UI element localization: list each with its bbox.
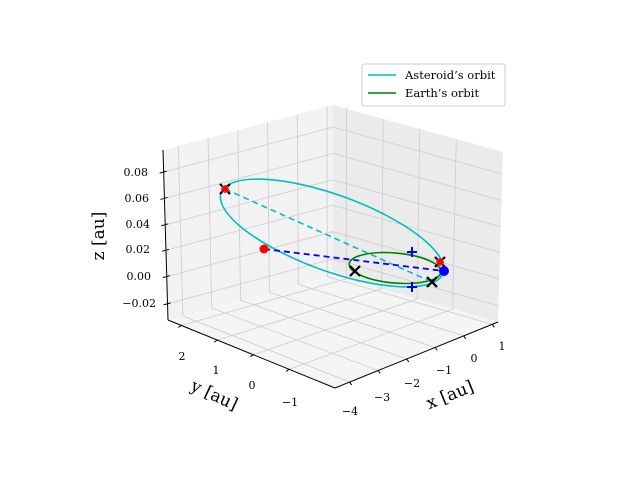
y-tick <box>249 354 254 358</box>
blue-plus-marker <box>407 282 417 292</box>
blue-plus-marker <box>407 247 417 257</box>
x-tick-label: −4 <box>342 405 358 418</box>
asteroid-dashed-line <box>224 188 433 283</box>
z-tick <box>159 170 167 174</box>
tick-marks <box>159 170 495 386</box>
x-tick <box>434 347 438 351</box>
z-gridline <box>167 258 499 307</box>
legend: Asteroid’s orbit Earth’s orbit <box>361 63 506 107</box>
z-gridline <box>163 126 503 175</box>
blue-dot-marker <box>439 266 449 276</box>
z-axis-label: z [au] <box>89 212 109 261</box>
x-tick-label: −2 <box>404 377 420 390</box>
x-tick <box>377 370 381 374</box>
legend-label-asteroid: Asteroid’s orbit <box>404 68 496 82</box>
y-axis-line <box>167 319 336 389</box>
y-gridline <box>253 128 421 356</box>
z-tick-label: 0.02 <box>126 243 151 256</box>
x-tick-label: −3 <box>374 391 390 404</box>
x-axis-label: x [au] <box>424 377 477 414</box>
x-gridline <box>326 106 493 325</box>
z-tick-label: 0.04 <box>126 218 151 231</box>
legend-label-earth: Earth’s orbit <box>405 86 479 100</box>
black-x-marker <box>426 276 438 288</box>
x-tick-label: 0 <box>471 352 478 365</box>
x-gridline <box>207 138 379 371</box>
x-tick-label: 1 <box>499 340 506 353</box>
x-gridline <box>177 145 350 383</box>
z-tick-label: 0.08 <box>124 166 149 179</box>
z-gridline <box>165 204 501 253</box>
x-tick <box>349 381 353 386</box>
z-tick <box>161 223 169 227</box>
red-star-marker <box>221 185 229 193</box>
z-tick-label: −0.02 <box>122 297 156 310</box>
y-tick <box>213 339 218 343</box>
y-gridline <box>217 118 384 341</box>
x-axis-line <box>334 321 499 389</box>
x-tick <box>406 358 410 363</box>
red-dot-marker <box>259 244 269 254</box>
gridlines <box>163 106 503 383</box>
x-gridline <box>237 130 407 360</box>
z-axis-line <box>162 149 169 321</box>
y-tick-label: 2 <box>179 350 186 363</box>
earth-dashed-line <box>263 248 445 272</box>
x-tick <box>491 324 495 328</box>
y-tick <box>178 325 182 328</box>
black-x-marker <box>349 265 361 277</box>
y-tick-label: 0 <box>249 379 256 392</box>
x-tick <box>463 335 467 340</box>
x-gridline <box>296 114 464 337</box>
z-tick <box>161 248 170 252</box>
x-tick-label: −1 <box>436 364 452 377</box>
z-gridline <box>165 179 501 228</box>
z-tick <box>162 275 170 279</box>
y-tick-label: 1 <box>213 364 220 377</box>
y-gridline <box>288 139 457 370</box>
z-gridline <box>166 231 500 280</box>
y-gridline <box>181 108 348 326</box>
y-axis-label: y [au] <box>187 376 241 415</box>
z-tick-label: 0.00 <box>127 270 152 283</box>
y-tick <box>285 368 290 372</box>
z-tick-label: 0.06 <box>125 192 150 205</box>
y-tick-label: −1 <box>282 396 298 409</box>
markers <box>219 183 449 292</box>
red-star-marker <box>436 258 444 266</box>
z-tick <box>163 302 171 306</box>
z-tick <box>160 196 168 200</box>
